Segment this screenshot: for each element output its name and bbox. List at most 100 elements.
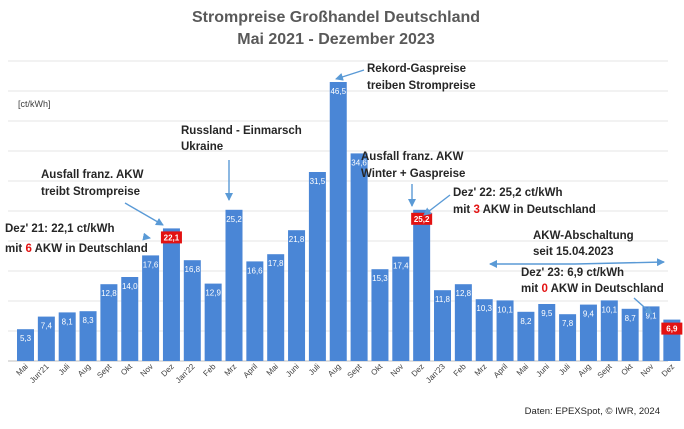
bar-value-label-28: 10,1 — [602, 305, 618, 314]
x-tick-label-16: Sept — [346, 362, 365, 381]
bar-value-label-8: 16,8 — [185, 265, 201, 274]
x-tick-label-11: April — [242, 362, 260, 380]
x-tick-label-18: Nov — [389, 362, 405, 378]
x-tick-label-8: Jan'22 — [174, 362, 197, 385]
x-tick-label-14: Juli — [307, 362, 322, 377]
bar-24 — [517, 311, 535, 361]
bar-7 — [162, 228, 180, 361]
bar-value-label-25: 9,5 — [541, 309, 553, 318]
bar-10 — [225, 209, 243, 361]
bar-23 — [496, 300, 514, 361]
x-tick-label-9: Feb — [201, 362, 218, 379]
x-tick-label-15: Aug — [326, 362, 342, 378]
bar-value-label-17: 15,3 — [372, 274, 388, 283]
bar-value-label-1: 7,4 — [41, 322, 53, 331]
annotation-russland-line1: Russland - Einmarsch — [181, 125, 302, 137]
x-tick-label-12: Mai — [265, 362, 281, 378]
y-axis-unit: [ct/kWh] — [18, 99, 51, 109]
bar-17 — [371, 269, 389, 361]
annotation-ausfall-line1: Ausfall franz. AKW — [41, 169, 144, 181]
bar-4 — [100, 284, 118, 361]
annotation-dez21-count: 6 — [25, 243, 31, 255]
bar-27 — [579, 304, 597, 361]
annotation-arrows — [124, 69, 665, 315]
bar-21 — [454, 284, 472, 361]
x-tick-label-3: Aug — [76, 362, 92, 378]
annotation-dez22-line1: Dez' 22: 25,2 ct/kWh — [453, 187, 562, 199]
bar-value-label-13: 21,8 — [289, 235, 305, 244]
x-tick-label-6: Nov — [139, 362, 155, 378]
bar-value-label-10: 25,2 — [226, 215, 242, 224]
x-tick-label-21: Feb — [452, 362, 469, 379]
bar-value-label-29: 8,7 — [625, 314, 637, 323]
annotation-dez23-line1: Dez' 23: 6,9 ct/kWh — [521, 267, 624, 279]
highlight-label-bg-19 — [411, 212, 433, 225]
bar-value-label-3: 8,3 — [82, 316, 94, 325]
annotation-rekord-line1: Rekord-Gaspreise — [367, 63, 466, 75]
bar-value-label-23: 10,1 — [497, 305, 513, 314]
chart-subtitle: Mai 2021 - Dezember 2023 — [237, 31, 435, 48]
x-tick-label-24: Mai — [515, 362, 531, 378]
bar-1 — [37, 316, 55, 361]
bar-0 — [17, 329, 34, 361]
bar-value-label-12: 17,8 — [268, 259, 284, 268]
x-tick-label-31: Dez — [660, 362, 676, 378]
arrow-dez22 — [423, 194, 451, 216]
x-tick-label-28: Sept — [596, 362, 615, 381]
bar-value-label-11: 16,6 — [247, 266, 263, 275]
bar-28 — [600, 300, 618, 361]
bar-value-label-18: 17,4 — [393, 262, 409, 271]
x-tick-label-30: Nov — [639, 362, 655, 378]
x-tick-label-7: Dez — [159, 362, 175, 378]
chart-title: Strompreise Großhandel Deutschland — [192, 9, 480, 26]
arrow-rekord — [335, 69, 365, 81]
bar-26 — [559, 314, 577, 361]
x-tick-label-19: Dez — [410, 362, 426, 378]
bar-9 — [204, 283, 222, 361]
bar-5 — [121, 277, 139, 361]
bar-value-label-22: 10,3 — [476, 304, 492, 313]
bar-12 — [267, 254, 285, 361]
bar-22 — [475, 299, 493, 361]
value-labels: 5,3 7,4 8,1 8,3 12,8 14,0 17,6 22,1 16,8 12,9 25,2… — [20, 87, 683, 343]
arrow-abschaltung-right — [574, 258, 665, 267]
bar-value-label-15: 46,5 — [330, 87, 346, 96]
bar-value-label-24: 8,2 — [520, 317, 532, 326]
x-tick-label-23: April — [492, 362, 510, 380]
x-tick-label-29: Okt — [619, 362, 635, 378]
highlight-label-bg-31 — [661, 322, 683, 335]
x-tick-label-25: Juni — [534, 362, 551, 379]
bar-value-label-30: 9,1 — [645, 311, 657, 320]
bar-29 — [621, 308, 639, 361]
x-tick-label-26: Juli — [557, 362, 572, 377]
source-note: Daten: EPEXSpot, © IWR, 2024 — [525, 406, 660, 417]
x-tick-label-20: Jan'23 — [424, 362, 447, 385]
bar-19 — [413, 209, 431, 361]
x-tick-label-0: Mai — [14, 362, 30, 378]
x-tick-label-27: Aug — [576, 362, 592, 378]
x-tick-label-13: Juni — [284, 362, 301, 379]
annotation-dez21-line2: mit 6 AKW in Deutschland — [5, 243, 148, 255]
bar-value-label-26: 7,8 — [562, 319, 574, 328]
bar-2 — [58, 312, 76, 361]
x-tick-label-22: Mrz — [473, 362, 489, 378]
bar-value-label-21: 12,8 — [456, 289, 472, 298]
bar-value-label-27: 9,4 — [583, 310, 595, 319]
bar-11 — [246, 261, 264, 361]
bar-20 — [434, 290, 451, 361]
annotation-ausfall-line2: treibt Strompreise — [41, 186, 140, 198]
annotation-russland-line2: Ukraine — [181, 141, 223, 153]
bar-13 — [288, 230, 306, 361]
bar-3 — [79, 311, 97, 361]
x-tick-label-1: Jun'21 — [28, 362, 51, 385]
annotation-dez22-count: 3 — [473, 204, 479, 216]
x-tick-label-5: Okt — [119, 362, 135, 378]
bar-value-label-20: 11,8 — [435, 295, 451, 304]
bar-8 — [183, 260, 201, 361]
annotation-rekord-line2: treiben Strompreise — [367, 80, 476, 92]
bar-value-label-0: 5,3 — [20, 334, 32, 343]
bar-value-label-7: 22,1 — [164, 233, 180, 242]
bar-16 — [350, 153, 368, 361]
bar-value-label-16: 34,6 — [351, 158, 367, 167]
